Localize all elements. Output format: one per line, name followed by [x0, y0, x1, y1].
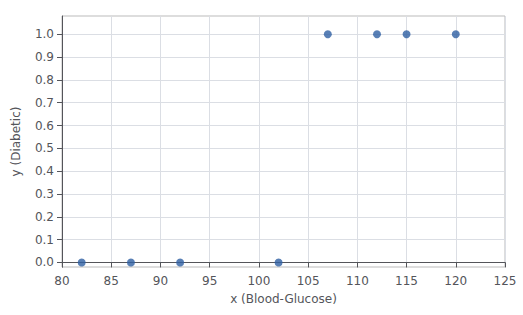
svg-text:80: 80 [54, 274, 69, 288]
svg-text:y (Diabetic): y (Diabetic) [9, 107, 23, 177]
svg-text:0.5: 0.5 [35, 141, 54, 155]
svg-text:0.0: 0.0 [35, 255, 54, 269]
svg-text:120: 120 [444, 274, 467, 288]
svg-text:0.3: 0.3 [35, 187, 54, 201]
svg-text:0.1: 0.1 [35, 233, 54, 247]
svg-text:0.9: 0.9 [35, 50, 54, 64]
svg-text:0.6: 0.6 [35, 119, 54, 133]
svg-text:0.4: 0.4 [35, 164, 54, 178]
svg-text:125: 125 [494, 274, 517, 288]
svg-text:95: 95 [202, 274, 217, 288]
svg-text:x (Blood-Glucose): x (Blood-Glucose) [230, 292, 337, 306]
svg-text:100: 100 [247, 274, 270, 288]
svg-text:0.7: 0.7 [35, 96, 54, 110]
svg-text:1.0: 1.0 [35, 27, 54, 41]
svg-text:105: 105 [297, 274, 320, 288]
svg-text:0.8: 0.8 [35, 73, 54, 87]
svg-text:110: 110 [346, 274, 369, 288]
svg-text:90: 90 [153, 274, 168, 288]
svg-text:115: 115 [395, 274, 418, 288]
svg-text:85: 85 [104, 274, 119, 288]
svg-text:0.2: 0.2 [35, 210, 54, 224]
